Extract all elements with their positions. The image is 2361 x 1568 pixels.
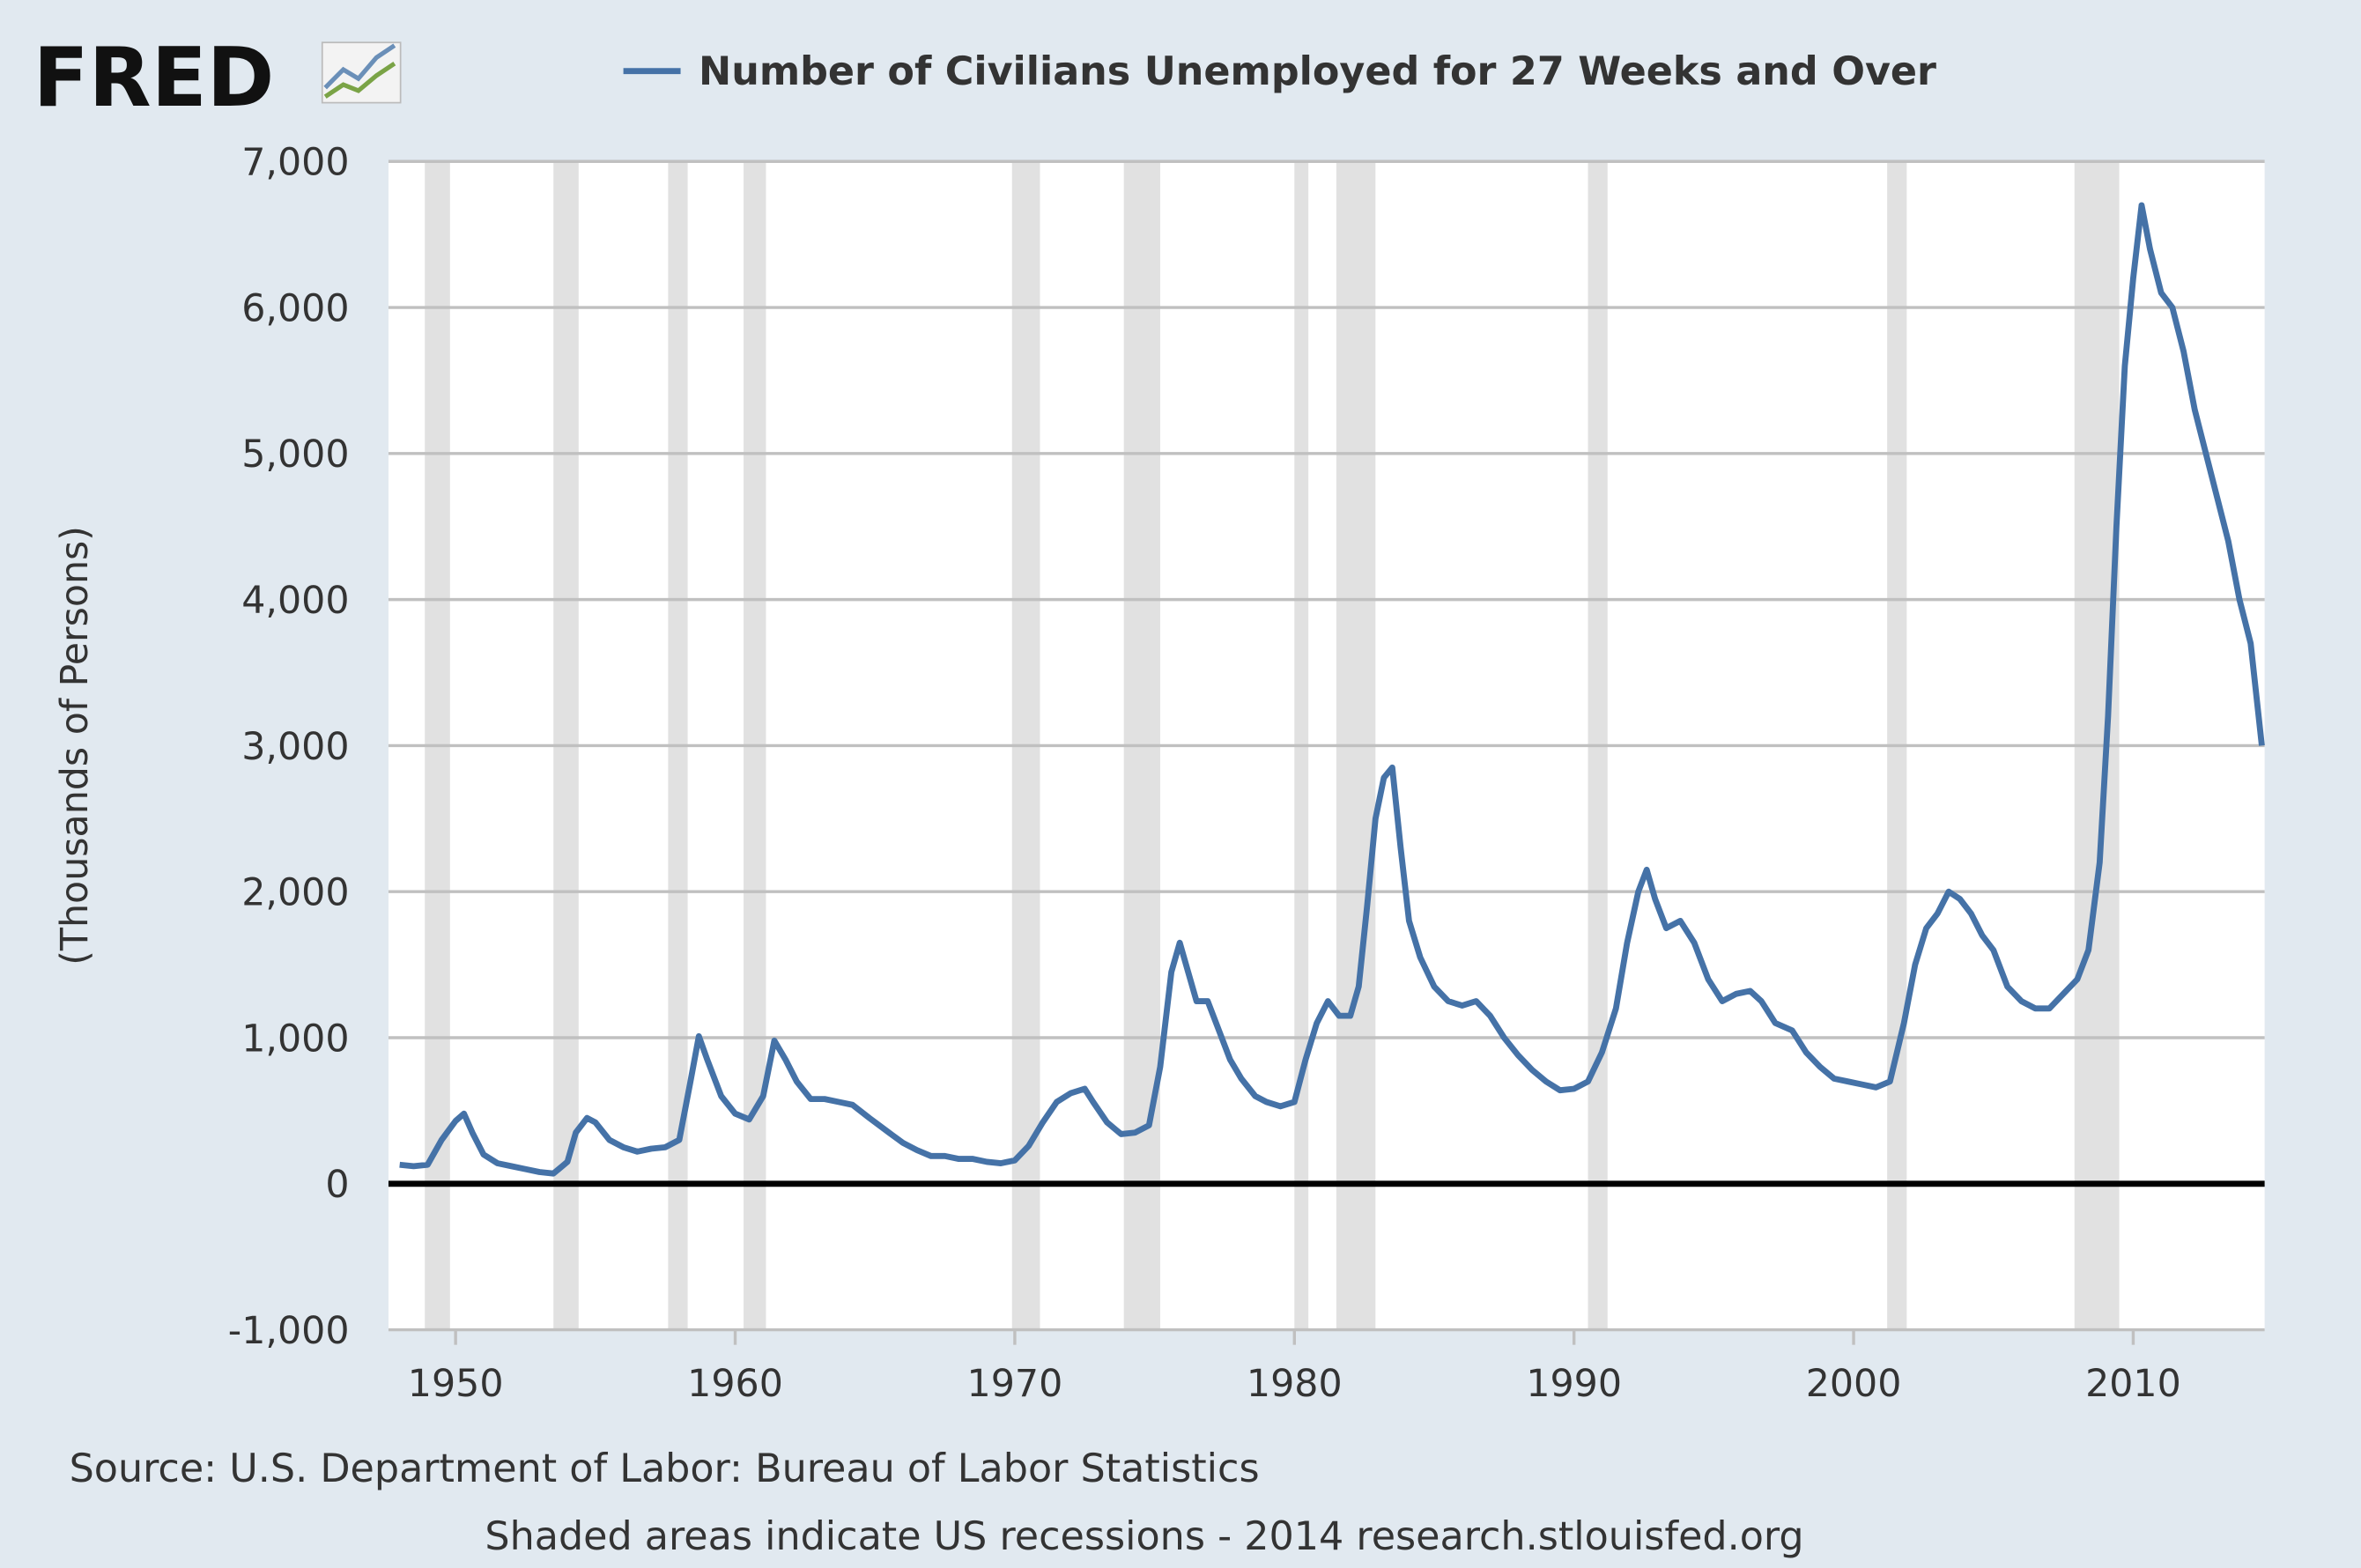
y-tick-label: 6,000 <box>241 286 349 330</box>
y-tick-label: -1,000 <box>228 1309 350 1353</box>
y-tick-label: 3,000 <box>241 725 349 769</box>
x-tick-label: 2010 <box>2085 1362 2181 1406</box>
data-line <box>399 202 2265 1177</box>
x-tick-label: 1960 <box>687 1362 783 1406</box>
x-tick-label: 1980 <box>1247 1362 1343 1406</box>
logo-icon <box>321 41 402 104</box>
x-tick-label: 1950 <box>408 1362 504 1406</box>
note: Shaded areas indicate US recessions - 20… <box>485 1514 1803 1559</box>
x-tick-label: 2000 <box>1806 1362 1902 1406</box>
legend-label: Number of Civilians Unemployed for 27 We… <box>699 49 1936 94</box>
y-tick-label: 5,000 <box>241 433 349 477</box>
x-tick-label: 1970 <box>967 1362 1063 1406</box>
source: Source: U.S. Department of Labor: Bureau… <box>70 1446 1260 1491</box>
y-tick-label: 1,000 <box>241 1017 349 1061</box>
y-tick-label: 2,000 <box>241 871 349 915</box>
y-axis-label: (Thousands of Persons) <box>53 526 97 965</box>
y-tick-label: 0 <box>325 1163 349 1207</box>
logo: FRED <box>33 30 275 125</box>
x-tick-label: 1990 <box>1526 1362 1622 1406</box>
y-tick-label: 4,000 <box>241 579 349 623</box>
y-tick-label: 7,000 <box>241 141 349 185</box>
